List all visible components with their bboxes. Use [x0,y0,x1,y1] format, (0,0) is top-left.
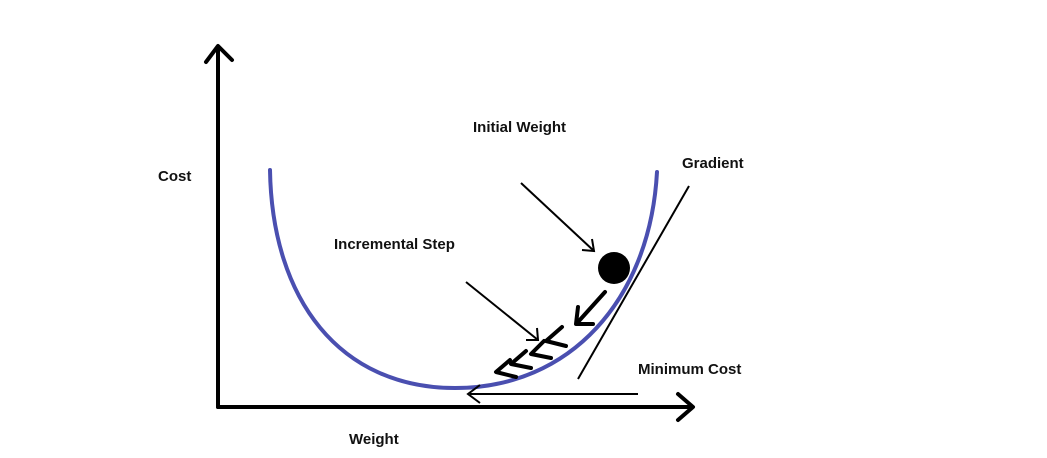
axes [204,44,695,422]
incremental-step-arrows [494,290,607,379]
gradient-tangent-line [577,185,690,380]
y-axis-arrowhead [204,44,234,64]
initial-weight-ball [598,252,630,284]
minimum-cost-label: Minimum Cost [638,361,742,378]
incremental-step-pointer [465,281,540,341]
initial-weight-pointer [520,182,596,253]
minimum-cost-pointer [466,384,638,404]
x-axis-arrowhead [676,392,695,422]
y-axis-label: Cost [158,168,192,185]
initial-weight-label: Initial Weight [473,119,567,136]
incremental-step-label: Incremental Step [334,236,455,253]
x-axis-label: Weight [349,431,399,448]
cost-curve [268,168,659,391]
gradient-label: Gradient [682,155,744,172]
